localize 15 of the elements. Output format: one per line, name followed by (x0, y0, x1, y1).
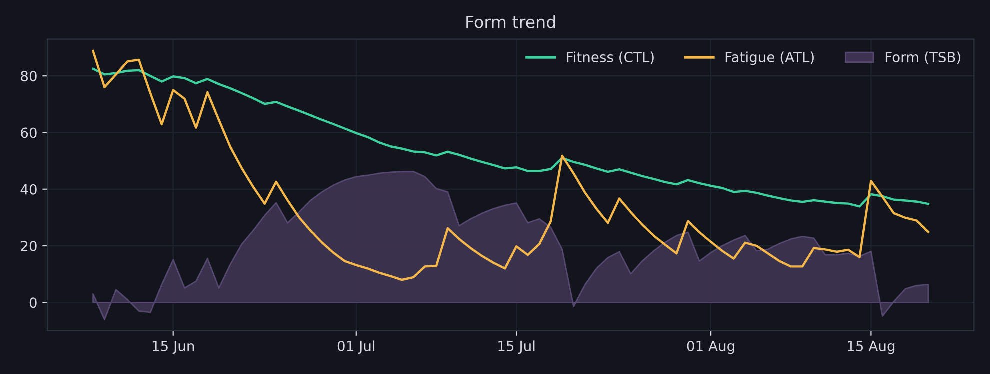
y-tick-label: 20 (21, 240, 37, 252)
x-tick-label: 15 Jun (152, 341, 194, 354)
chart-title: Form trend (466, 15, 556, 28)
legend-label: Fatigue (ATL) (726, 52, 814, 66)
y-tick-label: 40 (20, 184, 37, 195)
x-tick-label: 15 Aug (848, 341, 895, 354)
legend-label: Form (TSB) (886, 52, 960, 64)
y-tick-label: 0 (30, 298, 37, 308)
x-tick-label: 01 Aug (687, 340, 734, 354)
legend-label: Fitness (CTL) (567, 52, 654, 64)
x-tick-label: 01 Jul (338, 340, 375, 354)
y-tick-label: 80 (21, 71, 37, 82)
line-series (92, 68, 930, 208)
x-tick-label: 15 Jul (498, 340, 535, 354)
y-tick-label: 60 (21, 128, 37, 138)
